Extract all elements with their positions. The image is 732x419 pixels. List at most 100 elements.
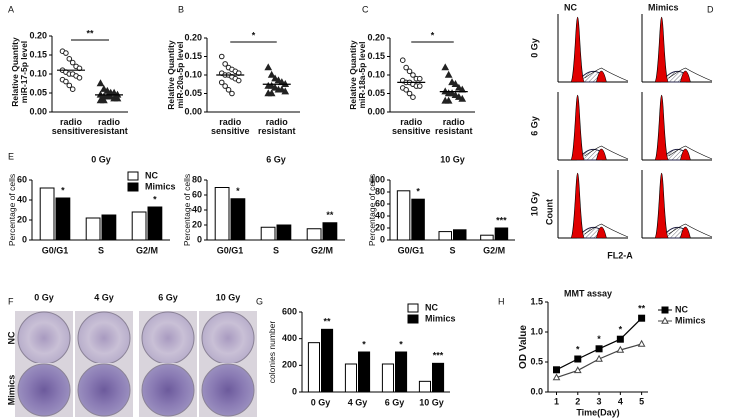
point [235,77,242,84]
point [416,83,423,89]
significance: ** [326,210,334,220]
plate [141,363,195,417]
x-tick-label: 4 [618,396,623,406]
significance: * [399,339,403,349]
x-tick-label: 0 Gy [311,397,331,407]
column-label: 0 Gy [34,292,54,302]
point [444,96,453,104]
x-tick-label: G2/M [311,245,333,255]
significance: * [153,194,157,204]
y-tick-label: 400 [282,333,297,343]
point [63,50,69,56]
y-tick-label: 80 [192,174,202,184]
point [444,70,453,78]
point [616,345,625,353]
significance: * [416,187,420,197]
x-tick-label: radio resistant [257,116,296,136]
column-label: NC [564,2,577,12]
point [552,373,561,381]
x-tick-label: S [98,245,104,255]
bar [432,362,445,393]
g1-peak [654,16,669,83]
plate [201,311,255,365]
g1-peak [570,94,585,161]
y-tick-label: 0.05 [367,88,385,98]
y-tick-label: 100 [370,174,385,184]
x-tick-label: radio resistant [434,116,473,136]
point [455,83,463,91]
point [113,94,122,102]
bar [438,231,452,241]
bar [480,234,494,241]
x-tick-label-box: radio sensitive [211,117,250,136]
point [66,56,73,62]
y-axis-label-box: Relative Quantity miR-20a-5p level [166,40,185,109]
bar [39,187,55,241]
bar [381,363,394,393]
x-tick-label: S [273,245,279,255]
g1-peak [654,94,669,161]
legend-label: NC [145,170,158,180]
g2-peak [680,70,691,83]
y-axis-label-box: OD Value [518,325,529,369]
plate [77,363,131,417]
point [573,366,582,374]
g2-peak [680,148,691,161]
bar [306,228,322,241]
y-tick-label: 0.10 [184,69,202,79]
point [451,80,460,87]
point [458,94,467,102]
significance: * [252,30,256,40]
bar [101,214,117,241]
point [638,314,646,322]
fit-curve [668,67,713,82]
point [222,61,228,67]
point [218,53,225,60]
y-axis-label: Percentage of cells [6,173,17,247]
panel-letter: C [362,4,369,14]
x-tick-label: S [449,245,455,255]
column-label: Mimics [648,2,679,12]
bar [494,227,509,241]
y-tick-label: 0.00 [367,106,385,116]
x-tick-label: G0/G1 [42,245,69,255]
y-tick-label: 40 [192,204,202,214]
g2-peak [596,148,607,161]
point [267,70,276,78]
point [637,339,646,347]
point [399,57,406,64]
x-tick-label: 10 Gy [419,397,444,407]
significance: * [61,185,65,195]
point [278,85,286,93]
legend-swatch [127,171,139,181]
y-axis-label-box: Percentage of cells [367,174,377,246]
x-tick-label: G0/G1 [398,245,425,255]
y-axis-label: Count [544,199,554,225]
column-label: 10 Gy [216,292,241,302]
x-tick-label: G2/M [483,245,505,255]
bar [276,224,292,241]
x-tick-label: 4 Gy [348,397,368,407]
panel-letter: B [178,4,184,14]
y-tick-label: 80 [375,186,385,196]
point [595,354,603,362]
chart-title: 10 Gy [440,154,465,164]
point [69,86,76,92]
row-label: NC [6,331,16,344]
point [416,75,423,82]
point [222,83,228,89]
plate [17,363,71,417]
legend-label: Mimics [145,181,176,191]
significance: *** [496,215,507,225]
point [661,306,669,314]
bar [321,328,334,393]
y-axis-label: OD Value [518,325,529,369]
y-tick-label: 600 [282,306,297,316]
bar [418,380,431,393]
point [410,72,416,78]
x-axis-label: Time(Day) [576,407,619,417]
y-tick-label: 200 [282,360,297,370]
y-tick-label: 0 [380,234,385,244]
y-axis-label: Relative Quantity miR-18a-5p level [348,40,367,110]
